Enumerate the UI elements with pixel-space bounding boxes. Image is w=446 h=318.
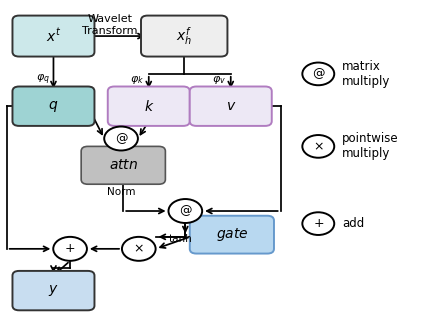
FancyBboxPatch shape xyxy=(190,86,272,126)
Text: Wavelet
Transform: Wavelet Transform xyxy=(82,14,138,36)
Text: $+$: $+$ xyxy=(313,217,324,230)
Text: @: @ xyxy=(115,132,127,145)
Text: $y$: $y$ xyxy=(48,283,59,298)
Text: $\varphi_q$: $\varphi_q$ xyxy=(36,73,50,87)
Circle shape xyxy=(302,63,334,85)
Text: $x^t$: $x^t$ xyxy=(46,27,61,45)
Circle shape xyxy=(53,237,87,261)
Circle shape xyxy=(104,127,138,150)
Text: $v$: $v$ xyxy=(226,99,236,113)
Text: $q$: $q$ xyxy=(48,99,58,114)
FancyBboxPatch shape xyxy=(12,271,95,310)
Text: $\varphi_k$: $\varphi_k$ xyxy=(129,74,144,86)
Circle shape xyxy=(302,135,334,158)
FancyBboxPatch shape xyxy=(108,86,190,126)
FancyBboxPatch shape xyxy=(81,146,165,184)
FancyBboxPatch shape xyxy=(12,86,95,126)
Text: matrix
multiply: matrix multiply xyxy=(342,60,390,88)
FancyBboxPatch shape xyxy=(12,16,95,57)
Text: @: @ xyxy=(179,204,192,218)
Text: Norm: Norm xyxy=(107,187,135,197)
FancyBboxPatch shape xyxy=(190,216,274,253)
Text: $gate$: $gate$ xyxy=(215,226,248,243)
Text: $\times$: $\times$ xyxy=(313,140,324,153)
Text: $\varphi_v$: $\varphi_v$ xyxy=(212,74,227,86)
Text: $attn$: $attn$ xyxy=(109,158,138,172)
Text: $k$: $k$ xyxy=(144,99,154,114)
Text: tanh: tanh xyxy=(169,234,193,244)
Text: add: add xyxy=(342,217,364,230)
Text: pointwise
multiply: pointwise multiply xyxy=(342,132,398,160)
Text: $+$: $+$ xyxy=(65,242,76,255)
Text: $x_h^f$: $x_h^f$ xyxy=(176,25,192,47)
Text: @: @ xyxy=(312,67,325,80)
Text: $\times$: $\times$ xyxy=(133,242,144,255)
Circle shape xyxy=(122,237,156,261)
Circle shape xyxy=(302,212,334,235)
Circle shape xyxy=(169,199,202,223)
FancyBboxPatch shape xyxy=(141,16,227,57)
